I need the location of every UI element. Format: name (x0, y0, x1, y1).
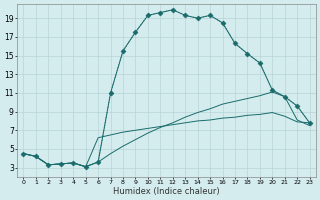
X-axis label: Humidex (Indice chaleur): Humidex (Indice chaleur) (113, 187, 220, 196)
